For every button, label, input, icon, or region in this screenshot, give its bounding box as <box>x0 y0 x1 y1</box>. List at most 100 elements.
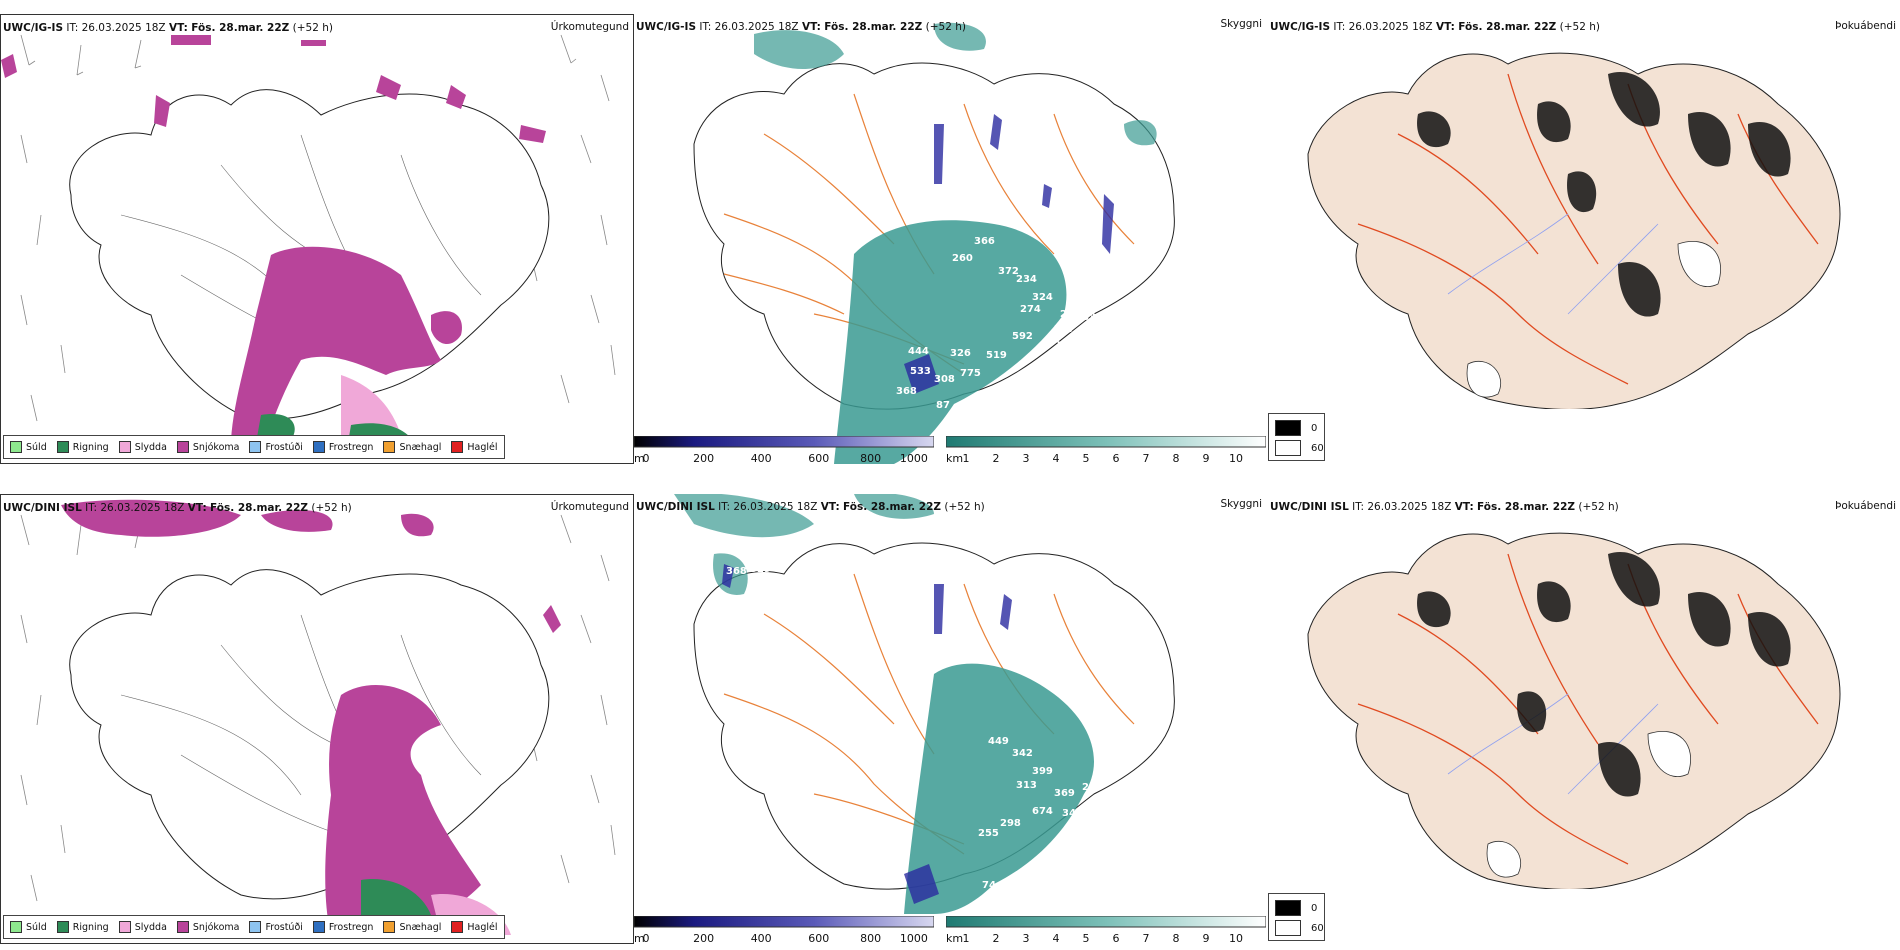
panel-visibility-row2: 368 329 449 342 399 313 369 227 674 346 … <box>634 494 1266 914</box>
legend-item: Frostregn <box>312 441 373 453</box>
panel-title: Úrkomutegund <box>550 21 629 33</box>
vis-label: 255 <box>978 828 999 839</box>
tick: 5 <box>1082 932 1090 945</box>
tick: 7 <box>1142 452 1150 465</box>
tick: 400 <box>750 452 772 465</box>
fog-map-row2 <box>1307 532 1841 889</box>
colorbar-m-row1: m 0 200 400 600 800 1000 <box>634 436 934 470</box>
model-name: UWC/IG-IS <box>636 21 697 33</box>
it-value: 26.03.2025 18Z <box>1367 501 1452 513</box>
vis-label: 368 <box>726 566 747 577</box>
legend-item: Snjókoma <box>176 441 239 453</box>
tick: 9 <box>1202 452 1210 465</box>
model-name: UWC/IG-IS <box>1270 21 1331 33</box>
colorbar-unit: km <box>946 932 964 945</box>
tick: 10 <box>1229 932 1243 945</box>
panel-title: Þokuábendi <box>1835 500 1896 512</box>
tick: 600 <box>808 452 830 465</box>
tick: 4 <box>1052 452 1060 465</box>
vis-label: 775 <box>960 368 981 379</box>
visibility-map-row2: 368 329 449 342 399 313 369 227 674 346 … <box>674 494 1175 914</box>
vis-label: 260 <box>952 253 973 264</box>
legend-item: Frostregn <box>312 921 373 933</box>
roads <box>723 573 1135 855</box>
panel-header: UWC/IG-IS IT: 26.03.2025 18Z VT: Fös. 28… <box>636 21 966 33</box>
panel-header: UWC/IG-IS IT: 26.03.2025 18Z VT: Fös. 28… <box>3 22 333 34</box>
iceland-outline <box>69 569 550 900</box>
precip-legend: Súld Rigning Slydda Snjókoma Frostúði Fr… <box>3 915 505 939</box>
colorbar-m-row2: m 0 200 400 600 800 1000 <box>634 916 934 950</box>
tick: 600 <box>808 932 830 945</box>
panel-header: UWC/DINI ISL IT: 26.03.2025 18Z VT: Fös.… <box>3 502 352 514</box>
legend-item: Snæhagl <box>383 441 441 453</box>
visibility-map-row1: 260 366 372 234 324 274 260 267 592 206 … <box>693 22 1175 464</box>
rivers <box>1447 213 1659 315</box>
vt-value: Fös. 28.mar. 22Z <box>210 502 309 514</box>
legend-item: Snæhagl <box>383 921 441 933</box>
legend-item: Haglél <box>451 921 498 933</box>
tick: 3 <box>1022 452 1030 465</box>
legend-item: Súld <box>10 441 47 453</box>
tick: 800 <box>860 452 882 465</box>
tick: 1 <box>962 932 970 945</box>
legend-item: Rigning <box>56 921 109 933</box>
vis-label: 132 <box>960 166 981 177</box>
forecast-offset: (+52 h) <box>1559 21 1600 33</box>
rain-area <box>361 879 431 925</box>
vis-label: 308 <box>934 374 955 385</box>
colorbar-unit: m <box>634 932 645 945</box>
forecast-offset: (+52 h) <box>311 502 352 514</box>
panel-fog-index-row2: UWC/DINI ISL IT: 26.03.2025 18Z VT: Fös.… <box>1268 494 1900 889</box>
legend-row: 0 <box>1275 420 1317 436</box>
precip-map-row2 <box>20 499 616 935</box>
forecast-offset: (+52 h) <box>925 21 966 33</box>
vis-label: 592 <box>1012 331 1033 342</box>
it-label: IT: <box>1333 21 1346 33</box>
vis-label: 267 <box>1054 324 1075 335</box>
colorbar-m-gradient <box>634 916 934 928</box>
it-label: IT: <box>1352 501 1365 513</box>
forecast-offset: (+52 h) <box>944 501 985 513</box>
panel-header: UWC/DINI ISL IT: 26.03.2025 18Z VT: Fös.… <box>1270 501 1619 513</box>
tick: 1 <box>962 452 970 465</box>
fog-index-legend-row2: 0 60 <box>1268 893 1325 941</box>
colorbar-unit: km <box>946 452 964 465</box>
model-name: UWC/DINI ISL <box>1270 501 1349 513</box>
tick: 2 <box>992 452 1000 465</box>
tick: 8 <box>1172 452 1180 465</box>
tick: 8 <box>1172 932 1180 945</box>
panel-title: Þokuábendi <box>1835 20 1896 32</box>
low-visibility-area <box>834 220 1067 464</box>
vis-label: 449 <box>988 736 1009 747</box>
vt-label: VT: <box>1454 501 1474 513</box>
vis-label: 342 <box>1012 748 1033 759</box>
panel-header: UWC/IG-IS IT: 26.03.2025 18Z VT: Fös. 28… <box>1270 21 1600 33</box>
fog-index-legend-row1: 0 60 <box>1268 413 1325 461</box>
wind-barbs <box>20 34 616 422</box>
tick: 2 <box>992 932 1000 945</box>
vt-label: VT: <box>801 21 821 33</box>
roads <box>1357 553 1819 865</box>
vis-label: 83 <box>1082 312 1096 323</box>
legend-item: Haglél <box>451 441 498 453</box>
it-value: 26.03.2025 18Z <box>714 21 799 33</box>
panel-fog-index-row1: UWC/IG-IS IT: 26.03.2025 18Z VT: Fös. 28… <box>1268 14 1900 409</box>
model-name: UWC/DINI ISL <box>636 501 715 513</box>
it-label: IT: <box>718 501 731 513</box>
it-value: 26.03.2025 18Z <box>81 22 166 34</box>
vis-label: 399 <box>1032 766 1053 777</box>
colorbar-km-row2: km 1 2 3 4 5 6 7 8 9 10 <box>946 916 1266 950</box>
vis-label: 326 <box>950 348 971 359</box>
vis-label: 369 <box>1054 788 1075 799</box>
it-label: IT: <box>66 22 79 34</box>
colorbar-m-gradient <box>634 436 934 448</box>
very-low-visibility <box>904 114 1114 394</box>
vt-label: VT: <box>1435 21 1455 33</box>
tick: 4 <box>1052 932 1060 945</box>
legend-row: 0 <box>1275 900 1317 916</box>
tick: 9 <box>1202 932 1210 945</box>
legend-item: Snjókoma <box>176 921 239 933</box>
model-name: UWC/DINI ISL <box>3 502 82 514</box>
tick: 800 <box>860 932 882 945</box>
vt-label: VT: <box>820 501 840 513</box>
